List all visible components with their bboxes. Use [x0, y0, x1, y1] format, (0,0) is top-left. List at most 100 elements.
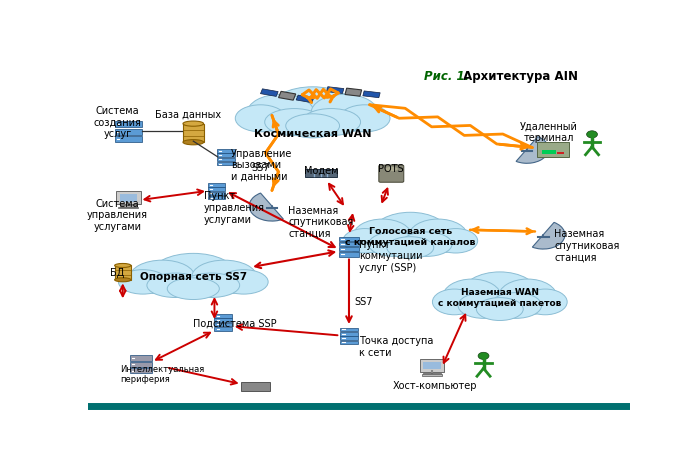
- Ellipse shape: [183, 274, 239, 298]
- Text: Пункт
коммутации
услуг (SSP): Пункт коммутации услуг (SSP): [358, 239, 422, 272]
- FancyBboxPatch shape: [208, 184, 225, 187]
- FancyBboxPatch shape: [542, 150, 556, 155]
- Text: Управление
вызовами
и данными: Управление вызовами и данными: [231, 148, 293, 181]
- FancyBboxPatch shape: [120, 205, 137, 207]
- Wedge shape: [516, 138, 549, 164]
- Ellipse shape: [192, 261, 257, 294]
- FancyBboxPatch shape: [340, 243, 358, 247]
- FancyBboxPatch shape: [340, 341, 358, 344]
- FancyBboxPatch shape: [217, 158, 234, 162]
- FancyBboxPatch shape: [537, 143, 568, 157]
- Ellipse shape: [401, 232, 452, 257]
- Text: Модем: Модем: [304, 165, 338, 175]
- Ellipse shape: [477, 298, 523, 321]
- Ellipse shape: [340, 106, 390, 132]
- FancyBboxPatch shape: [208, 188, 225, 191]
- Text: Наземная
спутниковая
станция: Наземная спутниковая станция: [554, 228, 620, 262]
- Polygon shape: [345, 89, 362, 97]
- Ellipse shape: [183, 140, 204, 145]
- Text: Архитектура AIN: Архитектура AIN: [459, 70, 578, 83]
- Ellipse shape: [343, 229, 387, 253]
- Text: SS7: SS7: [252, 163, 270, 173]
- Text: Удаленный
терминал: Удаленный терминал: [519, 121, 578, 143]
- Ellipse shape: [490, 293, 542, 319]
- Text: Наземная
спутниковая
станция: Наземная спутниковая станция: [288, 205, 354, 238]
- FancyBboxPatch shape: [115, 122, 141, 128]
- Polygon shape: [363, 92, 380, 99]
- Ellipse shape: [247, 95, 314, 132]
- Ellipse shape: [183, 122, 204, 127]
- Ellipse shape: [151, 254, 236, 296]
- Circle shape: [478, 352, 489, 360]
- Text: POTS: POTS: [379, 164, 404, 174]
- Ellipse shape: [235, 106, 286, 132]
- FancyBboxPatch shape: [115, 137, 141, 143]
- FancyBboxPatch shape: [208, 196, 225, 200]
- Ellipse shape: [434, 229, 477, 253]
- Ellipse shape: [433, 289, 477, 315]
- Wedge shape: [249, 194, 284, 222]
- Text: Рис. 1.: Рис. 1.: [424, 70, 469, 83]
- Ellipse shape: [130, 261, 195, 294]
- Ellipse shape: [118, 270, 167, 294]
- Text: Опорная сеть SS7: Опорная сеть SS7: [140, 272, 247, 282]
- Text: SS7: SS7: [354, 297, 373, 307]
- Ellipse shape: [523, 289, 567, 315]
- FancyBboxPatch shape: [241, 382, 270, 391]
- FancyBboxPatch shape: [340, 237, 358, 242]
- Wedge shape: [532, 223, 565, 250]
- FancyBboxPatch shape: [424, 373, 441, 375]
- Text: Пункт
управления
услугами: Пункт управления услугами: [204, 191, 265, 224]
- Ellipse shape: [265, 109, 323, 136]
- Text: Точка доступа
к сети: Точка доступа к сети: [358, 335, 433, 357]
- FancyBboxPatch shape: [557, 152, 564, 155]
- FancyBboxPatch shape: [130, 356, 151, 361]
- FancyBboxPatch shape: [214, 314, 232, 318]
- Ellipse shape: [385, 168, 398, 172]
- Ellipse shape: [269, 88, 356, 134]
- Ellipse shape: [286, 114, 340, 138]
- Text: Голосовая сеть
с коммутацией каналов: Голосовая сеть с коммутацией каналов: [345, 227, 475, 246]
- FancyBboxPatch shape: [305, 170, 337, 178]
- FancyBboxPatch shape: [424, 362, 441, 369]
- FancyBboxPatch shape: [340, 332, 358, 336]
- FancyBboxPatch shape: [340, 328, 358, 332]
- FancyBboxPatch shape: [340, 337, 358, 340]
- FancyBboxPatch shape: [422, 375, 442, 376]
- Ellipse shape: [372, 213, 449, 255]
- Ellipse shape: [368, 232, 420, 257]
- Ellipse shape: [115, 278, 131, 282]
- Ellipse shape: [409, 219, 468, 253]
- FancyBboxPatch shape: [118, 207, 138, 209]
- FancyBboxPatch shape: [340, 248, 358, 252]
- Text: БД: БД: [110, 268, 125, 278]
- FancyBboxPatch shape: [214, 319, 232, 322]
- Ellipse shape: [302, 109, 360, 136]
- Ellipse shape: [458, 293, 510, 319]
- FancyBboxPatch shape: [340, 253, 358, 257]
- Ellipse shape: [387, 237, 434, 259]
- Ellipse shape: [167, 278, 219, 300]
- FancyBboxPatch shape: [217, 163, 234, 166]
- FancyBboxPatch shape: [419, 359, 445, 372]
- Text: Система
управления
услугами: Система управления услугами: [87, 198, 148, 232]
- Text: Подсистема SSP: Подсистема SSP: [193, 318, 277, 328]
- Text: Система
создания
услуг: Система создания услуг: [93, 106, 141, 138]
- FancyBboxPatch shape: [116, 191, 141, 204]
- FancyBboxPatch shape: [379, 166, 404, 183]
- Text: Наземная WAN
с коммутацией пакетов: Наземная WAN с коммутацией пакетов: [438, 288, 561, 307]
- FancyBboxPatch shape: [115, 266, 131, 280]
- Ellipse shape: [115, 264, 131, 268]
- Text: База данных: База данных: [155, 110, 221, 120]
- FancyBboxPatch shape: [217, 150, 234, 153]
- Ellipse shape: [311, 95, 378, 132]
- Polygon shape: [260, 90, 278, 97]
- FancyBboxPatch shape: [183, 125, 204, 143]
- Ellipse shape: [498, 280, 557, 315]
- Text: Хост-компьютер: Хост-компьютер: [393, 380, 477, 390]
- FancyBboxPatch shape: [120, 194, 137, 202]
- FancyBboxPatch shape: [214, 323, 232, 326]
- Ellipse shape: [147, 274, 204, 298]
- Polygon shape: [279, 92, 295, 101]
- Ellipse shape: [219, 270, 268, 294]
